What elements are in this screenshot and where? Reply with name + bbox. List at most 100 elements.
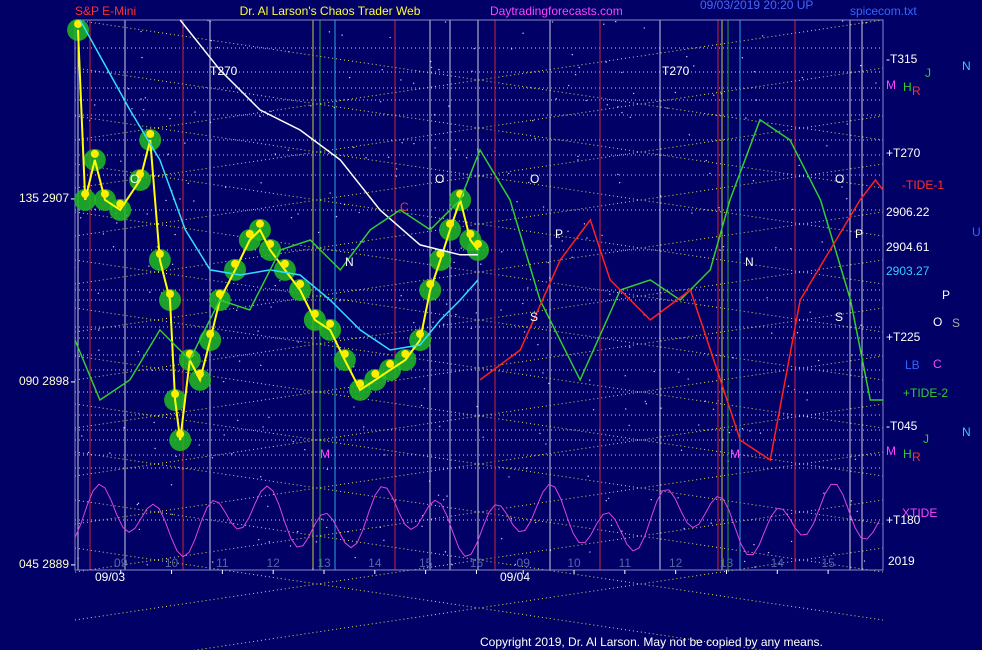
star-dot — [606, 104, 609, 106]
star-dot — [170, 484, 173, 486]
x-tick-label: 10 — [165, 556, 179, 570]
star-dot — [826, 145, 828, 147]
star-dot — [362, 241, 364, 243]
star-dot — [454, 149, 457, 151]
annotation: R — [912, 450, 921, 464]
star-dot — [140, 30, 142, 33]
x-tick-label: 10 — [567, 556, 581, 570]
star-dot — [522, 302, 524, 305]
star-dot — [645, 403, 648, 405]
annotation: Daytradingforecasts.com — [490, 4, 623, 18]
annotation: 2906.22 — [886, 205, 930, 219]
star-dot — [413, 142, 415, 145]
star-dot — [171, 263, 174, 266]
x-tick-label: 12 — [267, 556, 281, 570]
star-dot — [267, 505, 269, 507]
star-dot — [112, 246, 115, 248]
star-dot — [412, 82, 415, 84]
star-dot — [296, 530, 299, 533]
star-dot — [384, 454, 386, 456]
star-dot — [775, 247, 777, 249]
star-dot — [629, 116, 631, 118]
annotation: N — [962, 425, 971, 439]
price-dot — [176, 430, 185, 439]
star-dot — [787, 416, 789, 418]
star-dot — [628, 424, 630, 427]
star-dot — [850, 500, 853, 502]
star-dot — [169, 117, 171, 120]
x-tick-label: 15 — [419, 556, 433, 570]
price-dot — [231, 259, 240, 268]
star-dot — [179, 198, 181, 200]
star-dot — [722, 245, 725, 248]
annotation: M — [886, 444, 896, 458]
star-dot — [548, 382, 550, 385]
price-dot — [426, 280, 435, 289]
star-dot — [235, 309, 238, 311]
star-dot — [171, 513, 173, 516]
price-dot — [340, 349, 349, 358]
star-dot — [348, 76, 351, 79]
star-dot — [577, 155, 579, 158]
star-dot — [102, 233, 105, 235]
star-dot — [442, 499, 445, 501]
star-dot — [379, 101, 382, 103]
y-tick-label: 090 2898 — [19, 374, 69, 388]
annotation: 09/04 — [500, 570, 530, 584]
star-dot — [400, 295, 402, 297]
star-dot — [446, 303, 448, 305]
annotation: N — [962, 59, 971, 73]
annotation: J — [923, 432, 929, 446]
y-tick-label: 135 2907 — [19, 191, 69, 205]
star-dot — [790, 247, 792, 250]
star-dot — [688, 134, 691, 136]
star-dot — [310, 105, 312, 107]
star-dot — [514, 563, 517, 566]
star-dot — [607, 497, 610, 499]
annotation: C — [933, 357, 942, 371]
star-dot — [174, 233, 176, 236]
star-dot — [574, 73, 577, 76]
star-dot — [274, 284, 277, 287]
star-dot — [558, 236, 560, 239]
star-dot — [146, 564, 148, 566]
star-dot — [141, 56, 143, 59]
star-dot — [728, 431, 731, 434]
x-tick-label: 09 — [114, 556, 128, 570]
annotation: S — [530, 310, 538, 324]
star-dot — [315, 541, 318, 543]
star-dot — [444, 21, 447, 23]
star-dot — [216, 46, 219, 49]
star-dot — [567, 230, 569, 233]
star-dot — [592, 409, 595, 411]
star-dot — [475, 312, 477, 314]
star-dot — [846, 123, 848, 125]
x-tick-label: 13 — [317, 556, 331, 570]
star-dot — [137, 502, 140, 505]
star-dot — [120, 160, 122, 162]
star-dot — [268, 541, 271, 543]
star-dot — [184, 142, 186, 144]
price-dot — [473, 239, 482, 248]
star-dot — [448, 105, 450, 107]
star-dot — [413, 321, 415, 324]
star-dot — [353, 146, 355, 149]
star-dot — [274, 153, 277, 155]
star-dot — [383, 539, 385, 541]
price-dot — [215, 289, 224, 298]
annotation: XTIDE — [902, 506, 937, 520]
star-dot — [798, 164, 800, 167]
annotation: -T045 — [886, 419, 918, 433]
star-dot — [238, 360, 241, 362]
annotation: M — [320, 447, 330, 461]
price-dot — [206, 330, 215, 339]
star-dot — [259, 115, 261, 118]
star-dot — [420, 404, 423, 407]
annotation: R — [912, 84, 921, 98]
star-dot — [603, 23, 605, 25]
annotation: S — [835, 310, 843, 324]
star-dot — [854, 458, 857, 460]
star-dot — [455, 313, 457, 316]
annotation: O — [130, 172, 139, 186]
